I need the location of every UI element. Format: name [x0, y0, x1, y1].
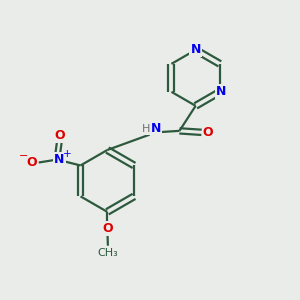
- Text: O: O: [102, 221, 112, 235]
- Text: N: N: [216, 85, 226, 98]
- Text: O: O: [203, 126, 213, 139]
- Text: N: N: [54, 153, 64, 166]
- Text: N: N: [190, 44, 201, 56]
- Text: CH₃: CH₃: [98, 248, 118, 258]
- Text: +: +: [63, 149, 72, 159]
- Text: N: N: [151, 122, 161, 135]
- Text: O: O: [26, 156, 37, 169]
- Text: H: H: [142, 124, 151, 134]
- Text: O: O: [54, 129, 64, 142]
- Text: −: −: [19, 151, 28, 161]
